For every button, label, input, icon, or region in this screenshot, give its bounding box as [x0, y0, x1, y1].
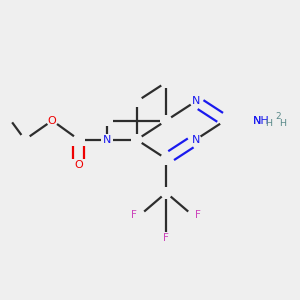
Text: N: N	[191, 135, 200, 145]
Text: O: O	[48, 116, 57, 126]
Text: F: F	[163, 233, 169, 243]
Text: H: H	[265, 119, 272, 128]
Text: F: F	[131, 210, 137, 220]
Text: N: N	[191, 96, 200, 106]
Text: N: N	[253, 116, 261, 126]
Text: F: F	[195, 210, 201, 220]
Text: H: H	[280, 119, 286, 128]
Text: NH: NH	[253, 116, 270, 126]
Text: 2: 2	[275, 112, 281, 121]
Text: N: N	[103, 135, 112, 145]
Text: O: O	[74, 160, 83, 170]
